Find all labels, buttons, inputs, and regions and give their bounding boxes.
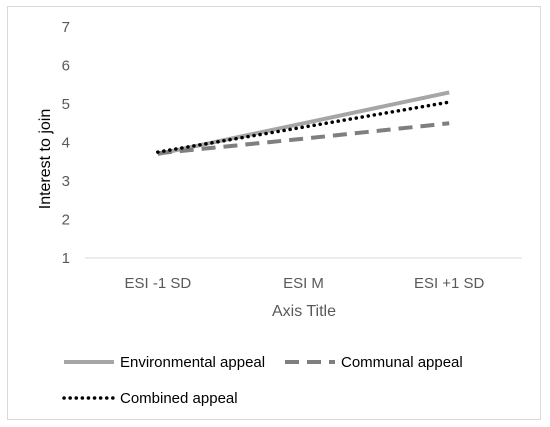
x-axis-ticks: ESI -1 SD ESI M ESI +1 SD [124,275,484,292]
x-tick-label: ESI M [283,275,324,292]
y-tick-label: 6 [62,58,70,75]
y-tick-label: 7 [62,19,70,36]
y-tick-label: 2 [62,212,70,229]
legend-item: Environmental appeal [64,354,265,371]
legend-item: Communal appeal [285,354,463,371]
legend: Environmental appeal Communal appeal Combi… [62,354,463,407]
x-tick-label: ESI -1 SD [124,275,191,292]
series-line-communal-appeal [157,121,450,156]
y-axis-ticks: 1 2 3 4 5 6 7 [62,19,70,267]
series-lines [156,90,451,157]
y-tick-label: 1 [62,250,70,267]
x-tick-label: ESI +1 SD [414,275,485,292]
y-tick-label: 5 [62,96,70,113]
y-axis-label: Interest to join [37,109,54,210]
legend-label: Communal appeal [341,354,463,371]
legend-label: Environmental appeal [120,354,265,371]
legend-item: Combined appeal [62,390,238,407]
x-axis-label: Axis Title [272,303,336,320]
series-line-combined-appeal [156,100,451,154]
y-tick-label: 4 [62,135,70,152]
y-tick-label: 3 [62,173,70,190]
legend-label: Combined appeal [120,390,238,407]
chart-frame [7,6,541,420]
